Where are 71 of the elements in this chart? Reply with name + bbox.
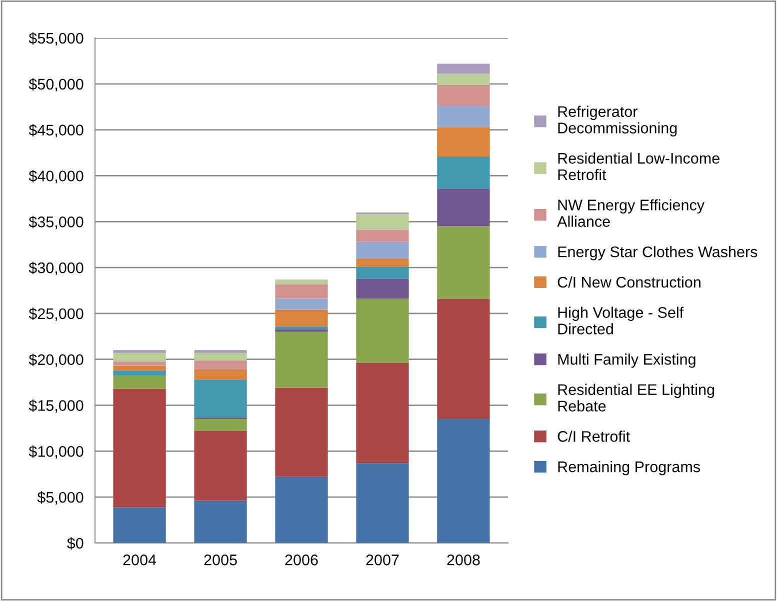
bar bbox=[356, 463, 409, 543]
bar bbox=[356, 258, 409, 267]
bar bbox=[275, 332, 328, 388]
legend-label: Remaining Programs bbox=[558, 461, 700, 476]
bar bbox=[437, 64, 490, 74]
legend-label: Residential EE Lighting Rebate bbox=[558, 384, 714, 412]
x-tick-label: 2008 bbox=[447, 554, 480, 566]
legend-label: Energy Star Clothes Washers bbox=[558, 246, 758, 260]
y-tick-label: $15,000 bbox=[28, 400, 84, 413]
bar bbox=[275, 329, 328, 332]
bar bbox=[194, 430, 247, 501]
y-tick-label: $25,000 bbox=[28, 308, 84, 321]
bar bbox=[275, 284, 328, 299]
bar bbox=[194, 352, 247, 360]
bar bbox=[194, 380, 247, 418]
bar bbox=[275, 326, 328, 330]
legend-label: Refrigerator Decommissioning bbox=[558, 106, 677, 136]
bar bbox=[275, 310, 328, 326]
bar bbox=[194, 369, 247, 380]
x-tick-label: 2004 bbox=[123, 554, 156, 566]
bar bbox=[275, 476, 328, 543]
y-tick-label: $55,000 bbox=[28, 32, 84, 46]
bar bbox=[356, 242, 409, 258]
bar bbox=[437, 106, 490, 128]
bar bbox=[113, 507, 166, 543]
y-tick-label: $0 bbox=[67, 537, 84, 550]
y-tick-label: $45,000 bbox=[28, 124, 84, 138]
bar bbox=[356, 298, 409, 364]
bar bbox=[437, 156, 490, 189]
bar bbox=[194, 360, 247, 370]
y-tick-label: $50,000 bbox=[28, 78, 84, 92]
bar bbox=[437, 127, 490, 156]
legend-label: NW Energy Efficiency Alliance bbox=[557, 199, 704, 227]
bar bbox=[437, 419, 490, 543]
y-tick-label: $40,000 bbox=[28, 170, 84, 184]
bar bbox=[356, 230, 409, 242]
bar bbox=[113, 366, 166, 370]
bar bbox=[437, 188, 490, 226]
bar bbox=[194, 419, 247, 431]
legend-label: High Voltage - Self Directed bbox=[558, 306, 684, 334]
bar bbox=[437, 74, 490, 85]
bar bbox=[437, 84, 490, 106]
y-tick-label: $30,000 bbox=[28, 262, 84, 276]
y-tick-label: $20,000 bbox=[28, 354, 84, 367]
bar bbox=[356, 266, 409, 279]
legend-label: Multi Family Existing bbox=[558, 354, 696, 368]
y-tick-label: $5,000 bbox=[37, 491, 84, 505]
bar bbox=[437, 298, 490, 420]
legend-label: Residential Low-Income Retrofit bbox=[558, 152, 720, 180]
bar bbox=[356, 363, 409, 464]
x-tick-label: 2005 bbox=[204, 554, 237, 566]
bar bbox=[113, 361, 166, 366]
bar bbox=[194, 500, 247, 543]
legend-label: C/I Retrofit bbox=[558, 430, 630, 442]
x-tick-label: 2007 bbox=[366, 554, 399, 566]
y-tick-label: $10,000 bbox=[28, 445, 84, 459]
bar bbox=[113, 370, 166, 376]
bar bbox=[437, 226, 490, 299]
bar bbox=[194, 350, 247, 353]
bar bbox=[275, 279, 328, 284]
x-tick-label: 2006 bbox=[285, 554, 318, 566]
legend-label: C/I New Construction bbox=[558, 276, 700, 288]
bar bbox=[113, 352, 166, 362]
bar bbox=[113, 350, 166, 353]
bar bbox=[356, 214, 409, 230]
bar bbox=[113, 388, 166, 508]
bar bbox=[275, 388, 328, 477]
y-tick-label: $35,000 bbox=[28, 216, 84, 230]
bar bbox=[356, 278, 409, 299]
bar bbox=[275, 298, 328, 310]
bar bbox=[113, 376, 166, 389]
